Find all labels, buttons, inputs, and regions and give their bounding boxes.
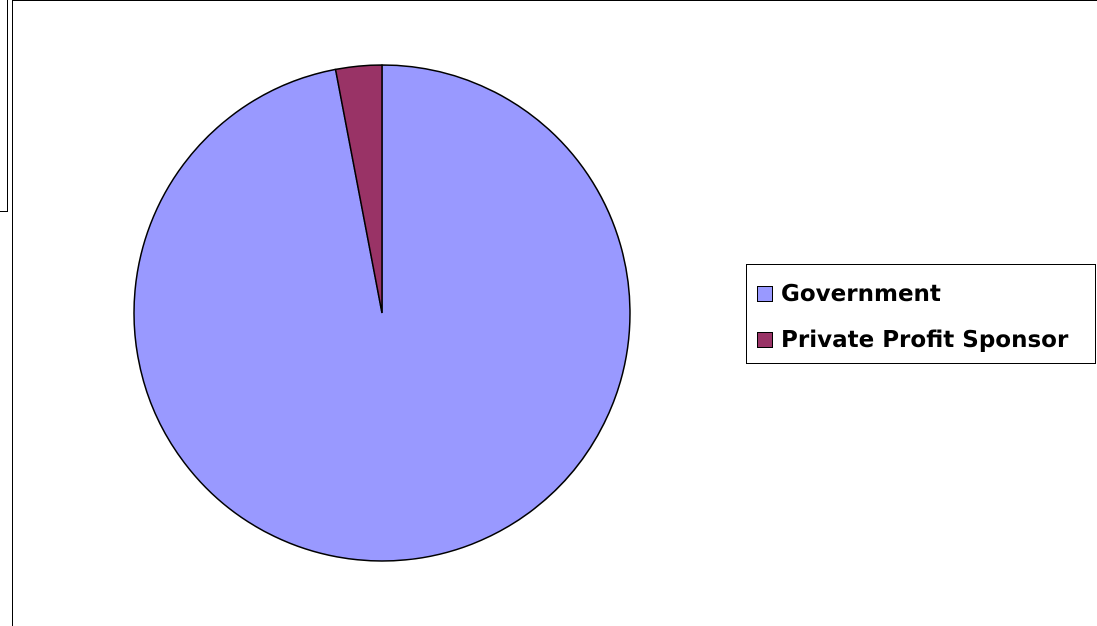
legend-item-private-profit-sponsor: Private Profit Sponsor [757, 325, 1068, 355]
pie-slices [133, 64, 631, 562]
legend: Government Private Profit Sponsor [746, 264, 1096, 364]
chart-area-border [12, 0, 1097, 626]
legend-label-government: Government [781, 281, 941, 307]
legend-swatch-government [757, 286, 773, 302]
legend-label-private-profit-sponsor: Private Profit Sponsor [781, 327, 1069, 353]
legend-swatch-private-profit-sponsor [757, 332, 773, 348]
legend-item-government: Government [757, 279, 941, 309]
frame-border-left [0, 0, 8, 212]
pie-slice-private-profit-sponsor [334, 64, 383, 314]
